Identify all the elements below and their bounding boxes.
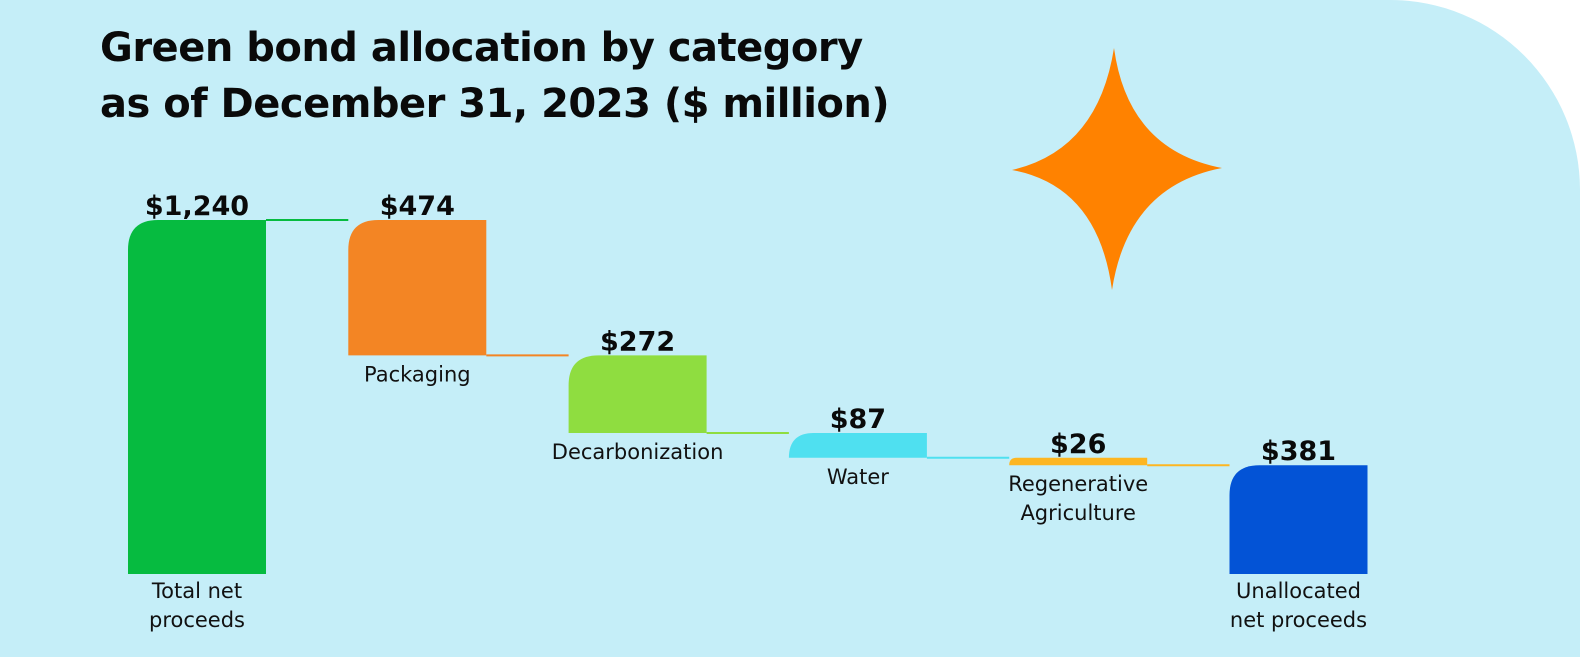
bar-5 — [1229, 465, 1368, 574]
value-label-3: $87 — [830, 404, 886, 435]
chart-title: Green bond allocation by category as of … — [100, 20, 1020, 132]
value-label-1: $474 — [380, 191, 455, 222]
chart-title-line-2: as of December 31, 2023 ($ million) — [100, 81, 890, 127]
value-label-5: $381 — [1261, 436, 1336, 467]
category-label-0-1: proceeds — [149, 608, 245, 632]
labels: $1,240 Total net proceeds $474 Packaging $272… — [145, 191, 1367, 632]
bars — [128, 220, 1368, 574]
category-label-3-0: Water — [827, 465, 889, 489]
bar-2 — [568, 355, 707, 433]
bar-0 — [128, 220, 266, 574]
chart-title-line-1: Green bond allocation by category — [100, 25, 863, 71]
category-label-5-1: net proceeds — [1230, 608, 1367, 632]
category-label-0-0: Total net — [151, 579, 242, 603]
bar-3 — [788, 432, 927, 458]
category-label-4-0: Regenerative — [1008, 472, 1148, 496]
category-label-4-1: Agriculture — [1020, 501, 1136, 525]
bar-1 — [348, 220, 487, 356]
category-label-1-0: Packaging — [364, 362, 471, 386]
category-label-5-0: Unallocated — [1236, 579, 1361, 603]
sparkle-icon — [1012, 48, 1222, 290]
bar-4 — [1009, 457, 1148, 466]
value-label-4: $26 — [1050, 429, 1106, 460]
connector-lines — [266, 219, 1230, 467]
category-label-2-0: Decarbonization — [552, 440, 724, 464]
value-label-0: $1,240 — [145, 191, 249, 222]
value-label-2: $272 — [600, 326, 675, 357]
